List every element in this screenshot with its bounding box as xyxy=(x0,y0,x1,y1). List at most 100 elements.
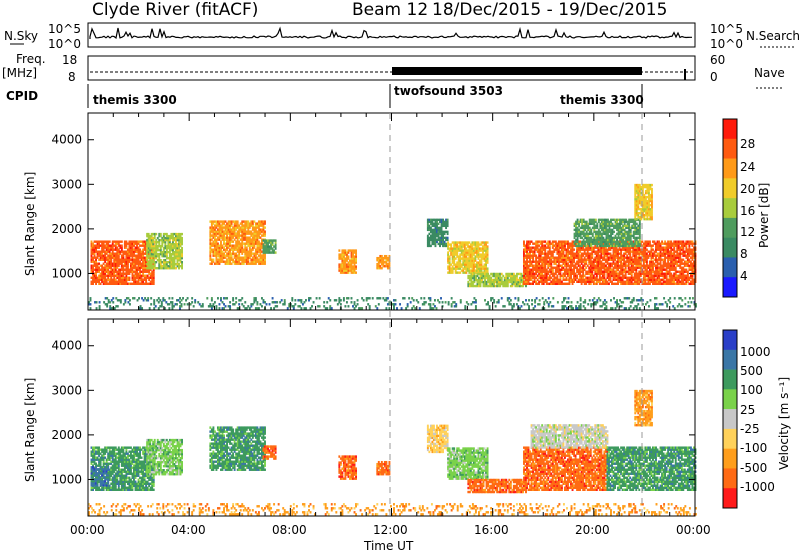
heatmap-cell xyxy=(113,260,116,263)
heatmap-cell xyxy=(232,240,235,243)
heatmap-cell xyxy=(102,256,105,259)
heatmap-cell xyxy=(95,258,97,261)
heatmap-cell xyxy=(482,257,484,260)
heatmap-cell xyxy=(145,282,148,285)
heatmap-cell xyxy=(481,280,483,284)
heatmap-cell xyxy=(530,260,533,263)
heatmap-cell xyxy=(488,284,491,288)
heatmap-cell xyxy=(601,282,604,285)
heatmap-cell xyxy=(137,254,140,257)
heatmap-cell xyxy=(576,270,579,273)
heatmap-cell xyxy=(224,238,227,241)
heatmap-cell xyxy=(465,251,468,254)
heatmap-cell xyxy=(213,262,216,265)
heatmap-cell xyxy=(573,274,576,277)
heatmap-cell xyxy=(153,260,156,264)
heatmap-cell xyxy=(517,280,520,284)
heatmap-cell xyxy=(571,280,574,283)
heatmap-cell xyxy=(176,258,179,262)
heatmap-cell xyxy=(123,260,126,263)
heatmap-cell xyxy=(597,266,600,269)
heatmap-cell xyxy=(506,274,509,278)
heatmap-cell xyxy=(472,243,475,246)
heatmap-cell xyxy=(529,254,532,257)
heatmap-cell xyxy=(630,262,633,265)
heatmap-cell xyxy=(535,242,538,245)
heatmap-cell xyxy=(342,267,345,270)
heatmap-cell xyxy=(122,274,125,277)
heatmap-cell xyxy=(173,262,176,266)
heatmap-cell xyxy=(538,252,541,255)
heatmap-cell xyxy=(142,250,145,253)
heatmap-cell xyxy=(589,274,592,277)
heatmap-cell xyxy=(117,278,120,281)
heatmap-cell xyxy=(259,230,262,233)
heatmap-cell xyxy=(560,266,563,269)
heatmap-cell xyxy=(216,224,219,227)
heatmap-cell xyxy=(485,263,487,266)
heatmap-cell xyxy=(567,258,569,261)
heatmap-cell xyxy=(443,242,446,246)
heatmap-cell xyxy=(145,244,148,247)
heatmap-cell xyxy=(251,246,254,249)
heatmap-cell xyxy=(536,248,539,251)
heatmap-cell xyxy=(238,232,241,235)
heatmap-cell xyxy=(227,254,230,257)
heatmap-cell xyxy=(213,252,216,255)
heatmap-cell xyxy=(229,222,232,225)
heatmap-cell xyxy=(137,242,140,245)
heatmap-cell xyxy=(142,270,145,273)
heatmap-cell xyxy=(527,246,530,249)
heatmap-cell xyxy=(559,244,562,247)
heatmap-cell xyxy=(128,272,131,275)
heatmap-cell xyxy=(267,249,269,252)
heatmap-cell xyxy=(524,248,527,251)
heatmap-cell xyxy=(565,262,568,265)
heatmap-cell xyxy=(601,252,604,255)
heatmap-cell xyxy=(468,274,471,278)
heatmap-cell xyxy=(573,258,576,261)
heatmap-cell xyxy=(111,264,114,267)
heatmap-cell xyxy=(136,248,138,251)
heatmap-cell xyxy=(215,226,218,229)
heatmap-cell xyxy=(589,258,592,261)
heatmap-cell xyxy=(483,247,486,250)
heatmap-cell xyxy=(557,248,560,251)
heatmap-cell xyxy=(445,224,448,228)
heatmap-cell xyxy=(556,264,559,267)
heatmap-cell xyxy=(554,268,557,271)
heatmap-cell xyxy=(548,250,551,253)
heatmap-cell xyxy=(96,270,99,273)
heatmap-cell xyxy=(111,256,114,259)
nsearch-label: N.Search xyxy=(746,29,800,43)
heatmap-cell xyxy=(256,238,259,241)
heatmap-cell xyxy=(482,284,485,288)
heatmap-cell xyxy=(139,270,142,273)
heatmap-cell xyxy=(429,244,432,248)
heatmap-cell xyxy=(548,264,551,267)
heatmap-cell xyxy=(149,256,152,259)
heatmap-cell xyxy=(125,254,128,257)
heatmap-cell xyxy=(175,254,177,258)
heatmap-cell xyxy=(137,248,140,251)
heatmap-cell xyxy=(119,274,122,277)
heatmap-cell xyxy=(456,241,459,244)
heatmap-cell xyxy=(262,249,265,252)
heatmap-cell xyxy=(226,242,229,245)
heatmap-cell xyxy=(586,258,589,261)
heatmap-cell xyxy=(431,232,434,236)
heatmap-cell xyxy=(459,263,462,266)
heatmap-cell xyxy=(547,262,550,265)
heatmap-cell xyxy=(147,260,150,264)
heatmap-cell xyxy=(623,282,626,285)
heatmap-cell xyxy=(463,245,466,248)
heatmap-cell xyxy=(218,246,221,249)
heatmap-cell xyxy=(469,245,472,248)
heatmap-cell xyxy=(244,252,247,255)
heatmap-cell xyxy=(150,260,153,264)
heatmap-cell xyxy=(108,264,111,267)
heatmap-cell xyxy=(468,253,471,256)
heatmap-cell xyxy=(439,244,441,248)
heatmap-cell xyxy=(232,236,235,239)
heatmap-cell xyxy=(117,262,120,265)
